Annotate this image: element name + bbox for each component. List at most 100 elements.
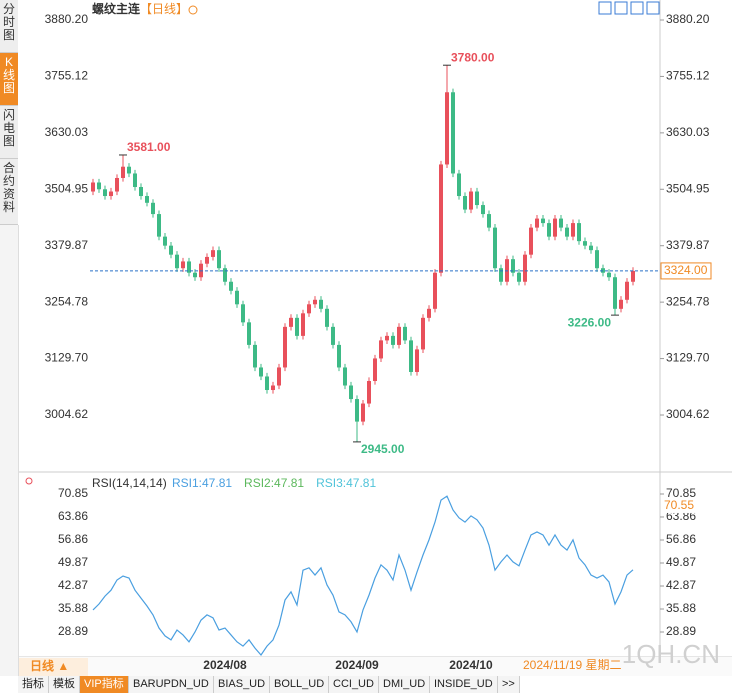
candle-body: [283, 326, 287, 368]
candle-body: [187, 261, 191, 273]
candle-body: [301, 313, 305, 336]
candle-body: [511, 259, 515, 273]
bottom-tab[interactable]: 模板: [49, 676, 80, 693]
candle-body: [211, 250, 215, 257]
candle-body: [109, 191, 113, 197]
sidebar-tab[interactable]: 合约资料: [0, 159, 18, 225]
candle-body: [439, 164, 443, 273]
sidebar-tab[interactable]: 闪电图: [0, 106, 18, 159]
y-tick-label: 3129.70: [666, 351, 710, 365]
period: 【日线】: [140, 2, 188, 16]
cursor-tag: [661, 498, 701, 513]
candle-body: [445, 92, 449, 165]
period-button[interactable]: 日线 ▲: [30, 658, 69, 673]
candle-body: [583, 241, 587, 246]
candle-body: [421, 317, 425, 350]
y-tick-label: 70.85: [666, 486, 696, 500]
y-tick-label: 49.87: [666, 555, 696, 569]
y-tick-label: 3755.12: [666, 69, 710, 83]
candle-body: [133, 173, 137, 188]
candle-body: [289, 317, 293, 327]
add-icon[interactable]: [188, 5, 198, 15]
tool-icon[interactable]: [646, 1, 660, 15]
y-tick-label: 28.89: [666, 624, 696, 638]
annotation: 3780.00: [451, 50, 495, 64]
tool-icon[interactable]: [630, 1, 644, 15]
candle-body: [175, 254, 179, 269]
candle-body: [349, 385, 353, 400]
candle-body: [415, 349, 419, 372]
candle-body: [169, 245, 173, 255]
sidebar-fill: [0, 225, 19, 676]
y-tick-label: 3504.95: [45, 181, 89, 195]
candle-body: [589, 245, 593, 251]
candle-body: [529, 227, 533, 255]
candle-body: [355, 399, 359, 422]
candle-body: [115, 177, 119, 192]
candle-body: [217, 250, 221, 269]
y-tick-label: 3254.78: [45, 294, 89, 308]
bottom-tab[interactable]: INSIDE_UD: [430, 676, 498, 693]
candle-body: [571, 223, 575, 237]
candle-body: [247, 322, 251, 345]
y-tick-label: 3880.20: [45, 12, 89, 26]
bottom-tab[interactable]: >>: [498, 676, 520, 693]
y-tick-label: 49.87: [58, 555, 88, 569]
y-tick-label: 63.86: [58, 509, 88, 523]
candle-body: [481, 205, 485, 215]
last-price-label: 3324.00: [664, 263, 708, 277]
candle-body: [163, 236, 167, 246]
sidebar-tab[interactable]: K线图: [0, 53, 18, 106]
candle-body: [463, 196, 467, 210]
candle-body: [553, 218, 557, 237]
sidebar-tab[interactable]: 分时图: [0, 0, 18, 53]
bottom-tab[interactable]: 指标: [18, 676, 49, 693]
legend-entry: RSI2:47.81: [244, 476, 304, 490]
candle-body: [97, 182, 101, 190]
candle-body: [493, 227, 497, 269]
candle-body: [499, 268, 503, 282]
y-tick-label: 3630.03: [45, 125, 89, 139]
annotation: 2945.00: [361, 442, 405, 456]
tool-icon[interactable]: [598, 1, 612, 15]
y-tick-label: 3880.20: [666, 12, 710, 26]
settings-icon[interactable]: [25, 477, 33, 485]
x-tick-label: 2024/09: [335, 658, 379, 672]
candle-body: [319, 299, 323, 309]
candle-body: [361, 403, 365, 422]
y-tick-label: 35.88: [666, 601, 696, 615]
candle-body: [535, 218, 539, 228]
tool-icon[interactable]: [614, 1, 628, 15]
candle-body: [631, 270, 635, 282]
y-tick-label: 3254.78: [666, 294, 710, 308]
bottom-tab[interactable]: BARUPDN_UD: [129, 676, 214, 693]
y-tick-label: 3004.62: [45, 407, 89, 421]
bottom-tab[interactable]: DMI_UD: [379, 676, 431, 693]
date-status: 2024/11/19 星期二: [523, 658, 622, 672]
candle-body: [475, 191, 479, 206]
candle-body: [397, 326, 401, 345]
candle-body: [523, 254, 527, 282]
bottom-tab[interactable]: BIAS_UD: [214, 676, 271, 693]
candle-body: [325, 308, 329, 327]
candle-body: [271, 385, 275, 391]
candle-body: [367, 380, 371, 404]
candle-body: [613, 277, 617, 309]
candle-body: [595, 250, 599, 269]
bottom-tab[interactable]: VIP指标: [80, 676, 129, 693]
candle-body: [625, 281, 629, 300]
bottom-tab[interactable]: BOLL_UD: [270, 676, 330, 693]
y-tick-label: 3379.87: [45, 238, 89, 252]
candle-body: [559, 218, 563, 228]
bottom-tab[interactable]: CCI_UD: [329, 676, 379, 693]
candle-body: [331, 326, 335, 345]
candle-body: [451, 92, 455, 174]
y-tick-label: 3504.95: [666, 181, 710, 195]
candle-body: [259, 367, 263, 377]
candle-body: [313, 299, 317, 305]
legend-entry: RSI3:47.81: [316, 476, 376, 490]
background: [18, 0, 732, 693]
symbol: 螺纹主连: [92, 1, 141, 16]
watermark: 1QH.CN: [622, 639, 720, 669]
